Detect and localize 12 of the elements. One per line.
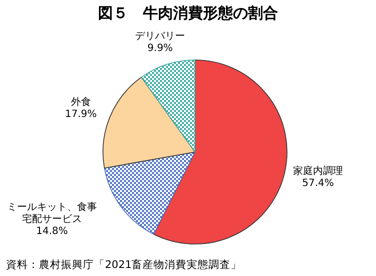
data-label: 14.8% [36, 226, 68, 238]
slice-label: ミールキット、食事宅配サービス [7, 202, 97, 226]
pie-slice [140, 60, 196, 152]
slice-label: 外食 [70, 97, 91, 108]
chart-title: 図５ 牛肉消費形態の割合 [97, 4, 279, 23]
data-label: 57.4% [302, 178, 334, 190]
slice-label: 家庭内調理 [293, 166, 343, 178]
slice-label: デリバリー [135, 31, 186, 42]
pie-slice [104, 152, 196, 235]
text: 資料：農村振興庁「2021畜産物消費実態調査」 [6, 258, 242, 272]
data-label: 17.9% [65, 109, 97, 120]
data-label: 9.9% [147, 43, 173, 54]
